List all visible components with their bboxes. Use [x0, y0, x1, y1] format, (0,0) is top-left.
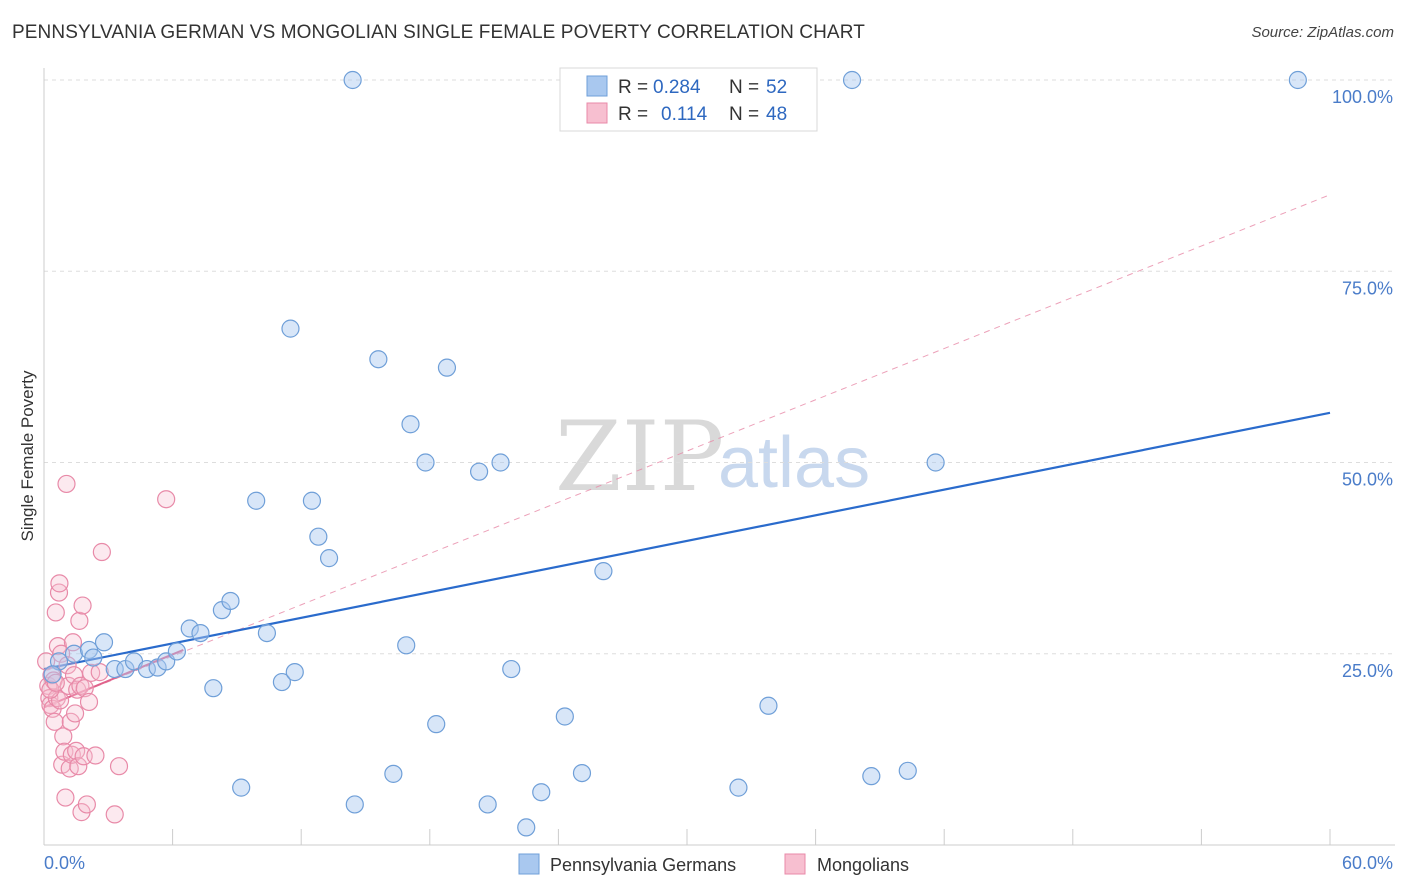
- point-pennsylvania-germans: [502, 659, 521, 679]
- point-pennsylvania-germans: [427, 715, 446, 734]
- point-mongolians: [54, 727, 73, 746]
- legend-n-value: 52: [766, 77, 787, 98]
- point-pennsylvania-germans: [221, 591, 240, 611]
- point-pennsylvania-germans: [369, 350, 388, 369]
- point-mongolians: [57, 474, 76, 494]
- point-pennsylvania-germans: [167, 642, 186, 661]
- point-pennsylvania-germans: [416, 453, 435, 472]
- point-pennsylvania-germans: [926, 453, 945, 472]
- point-pennsylvania-germans: [478, 795, 497, 814]
- point-mongolians: [56, 788, 75, 807]
- bottom-legend: Pennsylvania Germans Mongolians: [518, 853, 909, 875]
- point-mongolians: [75, 679, 94, 698]
- legend-n-value: 48: [766, 104, 787, 125]
- x-tick-label: 60.0%: [1342, 853, 1393, 873]
- legend-r-value: 0.114: [661, 104, 708, 125]
- bottom-legend-swatch-mongolians: [784, 853, 806, 875]
- point-pennsylvania-germans: [309, 527, 328, 546]
- y-tick-label: 50.0%: [1342, 470, 1393, 490]
- point-pennsylvania-germans: [384, 764, 403, 783]
- point-pennsylvania-germans: [491, 453, 510, 472]
- legend-r-label: R =: [618, 77, 648, 98]
- point-pennsylvania-germans: [191, 623, 210, 643]
- point-mongolians: [45, 712, 64, 731]
- point-pennsylvania-germans: [842, 70, 862, 90]
- point-mongolians: [46, 603, 65, 622]
- point-mongolians: [49, 583, 69, 602]
- y-tick-labels: 25.0% 50.0% 75.0% 100.0%: [1332, 87, 1393, 681]
- legend-swatch-pennsylvania-germans: [586, 75, 608, 97]
- y-tick-label: 100.0%: [1332, 87, 1393, 107]
- y-tick-label: 25.0%: [1342, 661, 1393, 681]
- point-mongolians: [58, 656, 77, 675]
- source-credit: Source: ZipAtlas.com: [1251, 24, 1394, 41]
- grid-lines: [44, 79, 1395, 655]
- point-mongolians: [109, 757, 129, 776]
- point-pennsylvania-germans: [469, 462, 489, 481]
- point-pennsylvania-germans: [84, 648, 103, 667]
- point-mongolians: [157, 490, 176, 509]
- watermark-zip: ZIP: [555, 401, 724, 513]
- point-pennsylvania-germans: [594, 562, 613, 581]
- point-mongolians: [92, 542, 111, 562]
- data-points: [37, 70, 1307, 837]
- x-tick-labels: 0.0% 60.0%: [44, 853, 1393, 873]
- point-mongolians: [50, 574, 69, 593]
- point-pennsylvania-germans: [555, 707, 574, 726]
- point-mongolians: [77, 795, 96, 814]
- legend-r-label: R =: [618, 104, 648, 125]
- bottom-legend-label: Pennsylvania Germans: [550, 855, 736, 875]
- legend: R = 0.284 N = 52 R = 0.114 N = 48: [559, 67, 818, 132]
- point-pennsylvania-germans: [898, 761, 917, 780]
- point-pennsylvania-germans: [64, 644, 84, 663]
- point-pennsylvania-germans: [319, 549, 339, 568]
- point-mongolians: [86, 746, 105, 765]
- point-pennsylvania-germans: [343, 70, 362, 90]
- point-pennsylvania-germans: [105, 659, 124, 679]
- point-mongolians: [69, 757, 88, 776]
- y-tick-label: 75.0%: [1342, 278, 1393, 298]
- chart-title: PENNSYLVANIA GERMAN VS MONGOLIAN SINGLE …: [12, 22, 865, 43]
- point-pennsylvania-germans: [204, 679, 223, 698]
- bottom-legend-swatch-pennsylvania-germans: [518, 853, 540, 875]
- point-pennsylvania-germans: [401, 415, 420, 434]
- point-mongolians: [105, 805, 124, 824]
- point-pennsylvania-germans: [247, 491, 266, 510]
- x-tick-label: 0.0%: [44, 853, 85, 873]
- point-pennsylvania-germans: [180, 619, 199, 638]
- point-pennsylvania-germans: [257, 623, 277, 643]
- legend-r-value: 0.284: [653, 77, 701, 98]
- bottom-legend-label: Mongolians: [817, 855, 909, 875]
- point-pennsylvania-germans: [302, 491, 322, 510]
- point-pennsylvania-germans: [862, 767, 881, 786]
- point-pennsylvania-germans: [397, 636, 416, 655]
- point-pennsylvania-germans: [759, 696, 778, 715]
- point-pennsylvania-germans: [572, 763, 592, 783]
- point-pennsylvania-germans: [345, 795, 364, 814]
- point-pennsylvania-germans: [43, 665, 62, 684]
- point-pennsylvania-germans: [272, 672, 292, 692]
- axes: [43, 68, 1395, 846]
- point-pennsylvania-germans: [94, 633, 114, 652]
- point-pennsylvania-germans: [729, 778, 748, 797]
- legend-n-label: N =: [729, 77, 759, 98]
- legend-swatch-mongolians: [586, 102, 608, 124]
- point-mongolians: [65, 704, 85, 723]
- point-pennsylvania-germans: [232, 778, 251, 797]
- point-pennsylvania-germans: [1288, 70, 1307, 90]
- legend-n-label: N =: [729, 104, 759, 125]
- point-mongolians: [79, 692, 99, 712]
- point-mongolians: [70, 611, 89, 630]
- point-pennsylvania-germans: [281, 319, 300, 338]
- point-mongolians: [61, 712, 80, 731]
- point-pennsylvania-germans: [532, 783, 551, 802]
- y-axis-label: Single Female Poverty: [18, 370, 37, 542]
- point-pennsylvania-germans: [285, 663, 304, 682]
- point-pennsylvania-germans: [437, 358, 457, 377]
- point-pennsylvania-germans: [517, 818, 536, 837]
- point-mongolians: [73, 596, 92, 615]
- trend-line-pennsylvania-germans: [43, 411, 1331, 671]
